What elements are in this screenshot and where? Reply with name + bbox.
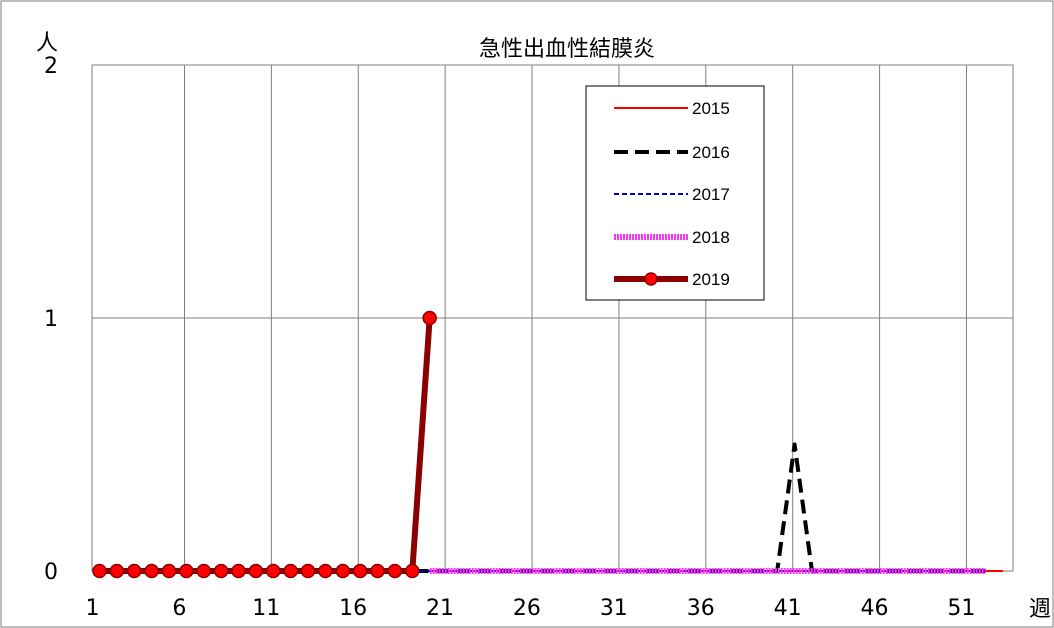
legend-marker-2019 <box>644 272 658 286</box>
x-tick-label: 1 <box>86 596 100 621</box>
x-tick-label: 51 <box>947 596 975 621</box>
data-point-2019 <box>231 563 246 579</box>
data-point-2019 <box>109 563 125 579</box>
x-axis-label: 週 <box>1029 597 1051 622</box>
y-tick-label: 0 <box>44 560 58 585</box>
x-tick-label: 16 <box>339 596 367 621</box>
data-point-2019 <box>196 563 212 579</box>
chart-title: 急性出血性結膜炎 <box>479 37 655 62</box>
x-tick-label: 26 <box>513 596 541 621</box>
data-point-2019 <box>370 563 385 579</box>
x-tick-label: 31 <box>600 596 628 621</box>
data-point-2019 <box>335 563 351 579</box>
legend: 2015 2016 2017 2018 2019 <box>585 85 765 301</box>
data-point-2019 <box>179 563 194 579</box>
data-point-2019 <box>127 563 142 579</box>
legend-label-2018: 2018 <box>692 228 730 247</box>
legend-label-2016: 2016 <box>692 143 730 162</box>
data-point-2019 <box>352 563 368 579</box>
series-2019 <box>92 310 437 579</box>
x-tick-label: 46 <box>860 596 888 621</box>
y-axis-label: 人 <box>36 31 58 56</box>
data-point-2019 <box>422 310 437 326</box>
data-point-2019 <box>405 563 420 579</box>
x-tick-label: 11 <box>252 596 280 621</box>
data-point-2019 <box>248 563 264 579</box>
data-point-2019 <box>92 563 107 579</box>
series-layer <box>92 310 1004 579</box>
y-tick-label: 1 <box>44 307 58 332</box>
data-point-2019 <box>300 563 316 579</box>
x-tick-label: 21 <box>426 596 454 621</box>
data-point-2019 <box>318 563 333 579</box>
data-point-2019 <box>213 563 229 579</box>
x-tick-label: 41 <box>774 596 802 621</box>
data-point-2019 <box>161 563 177 579</box>
y-tick-label: 2 <box>44 54 58 79</box>
legend-label-2019: 2019 <box>692 270 730 289</box>
legend-label-2017: 2017 <box>692 185 730 204</box>
data-point-2019 <box>283 563 298 579</box>
legend-label-2015: 2015 <box>692 99 730 118</box>
data-point-2019 <box>266 563 281 579</box>
data-point-2019 <box>387 563 403 579</box>
x-tick-label: 6 <box>172 596 186 621</box>
legend-items: 2015 2016 2017 2018 2019 <box>614 99 730 289</box>
x-tick-label: 36 <box>687 596 715 621</box>
data-point-2019 <box>144 563 159 579</box>
